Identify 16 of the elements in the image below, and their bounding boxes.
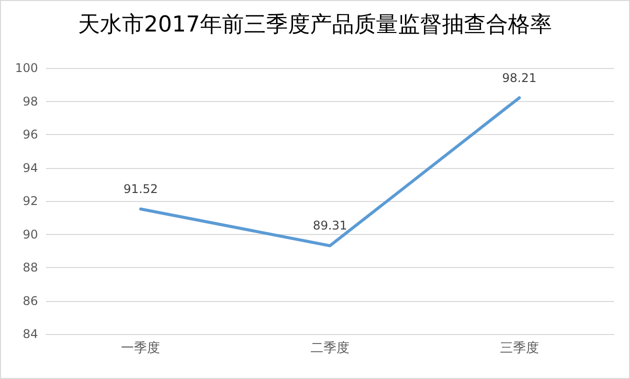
y-tick-label: 96 [22, 128, 38, 142]
x-tick-label: 一季度 [121, 340, 160, 356]
x-tick-label: 二季度 [310, 340, 350, 356]
y-tick-label: 86 [22, 294, 38, 308]
y-tick-label: 88 [22, 260, 38, 274]
y-tick-label: 92 [22, 194, 38, 208]
y-tick-label: 84 [22, 327, 38, 341]
x-tick-label: 三季度 [500, 340, 539, 356]
y-tick-label: 94 [22, 160, 38, 175]
y-tick-label: 98 [22, 94, 38, 108]
y-tick-label: 90 [22, 227, 38, 242]
chart-title: 天水市2017年前三季度产品质量监督抽查合格率 [78, 12, 552, 38]
data-label: 98.21 [502, 70, 537, 85]
data-label: 91.52 [123, 182, 158, 196]
data-label: 89.31 [312, 218, 348, 233]
y-tick-label: 100 [15, 61, 38, 75]
